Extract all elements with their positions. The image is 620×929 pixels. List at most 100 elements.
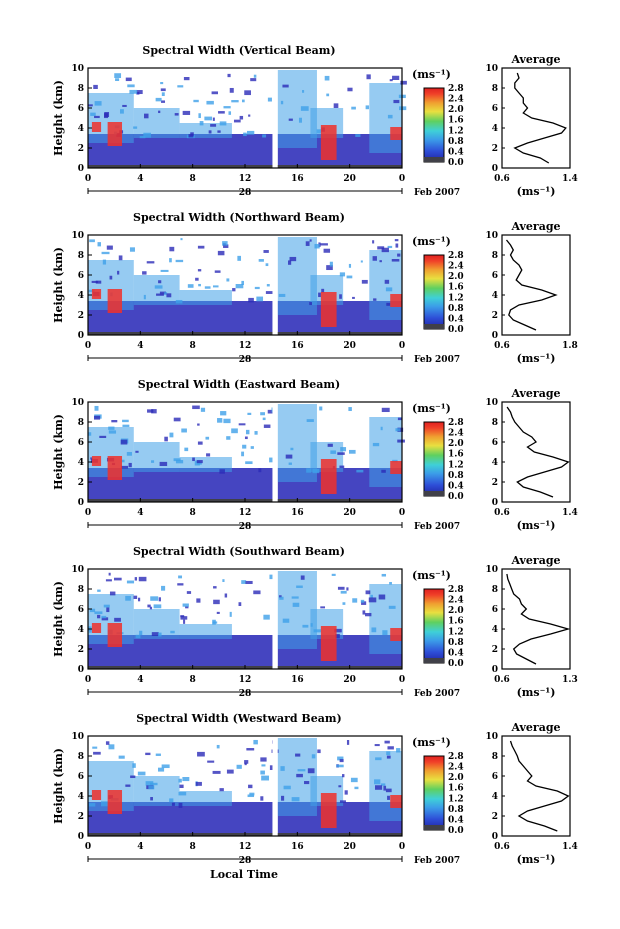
cell: [306, 419, 314, 422]
cell: [218, 111, 225, 114]
cell: [139, 630, 143, 636]
cell: [195, 277, 199, 281]
high-core: [390, 127, 402, 140]
cell: [397, 253, 401, 257]
cell: [302, 624, 309, 628]
cell: [185, 606, 189, 609]
avg-y-tick-label: 10: [485, 565, 498, 575]
x-tick-label: 16: [291, 842, 304, 852]
cell: [212, 117, 215, 121]
colorbar-tick-label: 1.2: [448, 460, 464, 470]
y-tick-label: 10: [71, 231, 84, 241]
cell: [361, 601, 367, 605]
cell: [118, 755, 125, 759]
cell: [180, 616, 188, 620]
cell: [219, 469, 225, 474]
cell: [311, 754, 316, 759]
cell: [337, 586, 345, 590]
cell: [263, 250, 269, 253]
y-tick-label: 6: [78, 271, 84, 281]
cell: [337, 756, 344, 761]
cell: [278, 293, 286, 297]
y-tick-label: 4: [78, 458, 84, 468]
mid-patch: [133, 442, 180, 472]
avg-y-tick-label: 6: [492, 605, 498, 615]
cell: [244, 760, 249, 764]
cell: [382, 630, 388, 636]
y-tick-label: 8: [78, 585, 84, 595]
average-title: Average: [510, 554, 560, 567]
cell: [136, 92, 140, 95]
cell: [207, 760, 215, 763]
cell: [238, 602, 242, 606]
cell: [373, 298, 377, 301]
cell: [372, 256, 377, 261]
x-tick-label: 16: [291, 174, 304, 184]
cell: [258, 259, 264, 262]
x-tick-label: 4: [137, 341, 143, 351]
data-gap: [272, 402, 278, 502]
unit-label: (ms⁻¹): [412, 235, 451, 248]
colorbar-tick-label: 2.0: [448, 272, 464, 282]
avg-y-tick-label: 0: [492, 164, 498, 174]
cell: [250, 78, 257, 82]
colorbar-tick-label: 0.0: [448, 325, 464, 335]
cell: [245, 461, 253, 465]
y-tick-label: 6: [78, 438, 84, 448]
y-axis-label: Height (km): [52, 748, 65, 824]
date-day: 28: [239, 522, 252, 532]
cell: [241, 580, 247, 584]
panel-1: Spectral Width (Vertical Beam) 0 2 4 6 8 10 Hei…: [52, 44, 578, 198]
cell: [330, 450, 336, 454]
colorbar-tick-label: 1.2: [448, 794, 464, 804]
y-tick-label: 2: [78, 144, 84, 154]
cell: [381, 469, 386, 473]
cell: [99, 435, 107, 438]
average-profile-line: [506, 573, 571, 665]
cell: [171, 802, 175, 806]
cell: [170, 630, 175, 634]
cell: [260, 770, 265, 775]
colorbar-tick-label: 0.4: [448, 481, 464, 491]
cell: [145, 781, 154, 786]
cell: [241, 451, 245, 457]
colorbar-tick-label: 2.8: [448, 418, 464, 428]
cell: [269, 457, 276, 463]
cell: [115, 78, 120, 82]
cell: [260, 796, 264, 801]
cell: [384, 279, 390, 284]
heatmap-field: [88, 235, 402, 335]
cell: [100, 801, 109, 807]
mid-patch: [369, 83, 402, 153]
cell: [279, 596, 284, 600]
cell: [280, 100, 284, 105]
cell: [258, 468, 262, 473]
cell: [296, 585, 303, 588]
cell: [177, 583, 184, 586]
cell: [374, 744, 380, 747]
cell: [399, 106, 407, 111]
cell: [151, 409, 157, 414]
x-tick-label: 8: [190, 842, 196, 852]
cell: [173, 417, 181, 422]
cell: [226, 278, 230, 282]
cell: [93, 415, 101, 420]
cell: [213, 586, 217, 589]
cell: [182, 110, 191, 115]
cell: [256, 296, 264, 302]
cell: [154, 285, 163, 289]
avg-x-tick-label: 1.4: [562, 842, 578, 852]
x-tick-label: 12: [239, 842, 252, 852]
cell: [180, 238, 183, 241]
y-axis-label: Height (km): [52, 414, 65, 490]
cell: [158, 110, 161, 114]
cell: [183, 619, 186, 624]
cell: [368, 597, 377, 603]
cell: [208, 130, 212, 134]
cell: [352, 296, 355, 299]
colorbar-tick-label: 0.0: [448, 659, 464, 669]
cell: [223, 244, 229, 248]
mid-patch: [133, 108, 180, 138]
cell: [392, 75, 400, 80]
cell: [248, 114, 251, 117]
